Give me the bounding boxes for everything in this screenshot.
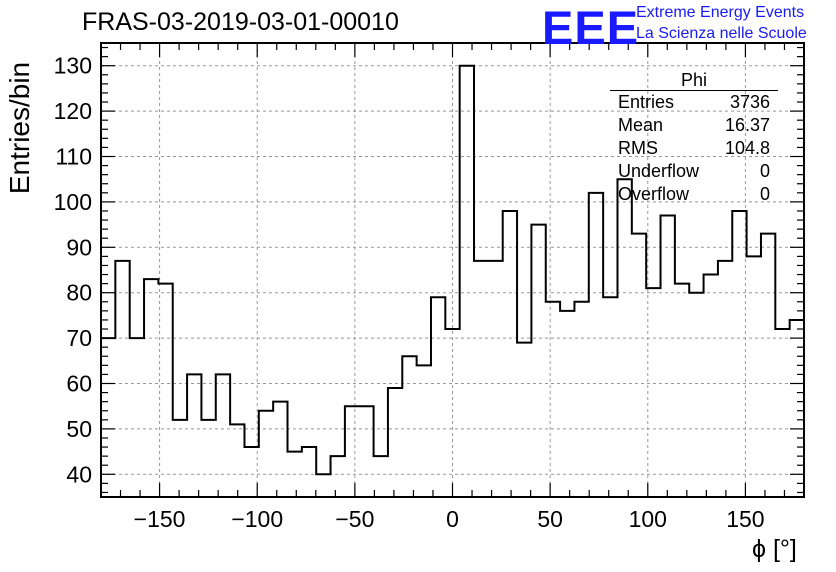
y-tick-label: 120 bbox=[54, 98, 92, 124]
chart-title: FRAS-03-2019-03-01-00010 bbox=[82, 8, 399, 36]
stats-value: 16.37 bbox=[724, 115, 770, 135]
y-tick-label: 40 bbox=[66, 461, 92, 487]
y-tick-label: 130 bbox=[54, 53, 92, 79]
stats-label: Mean bbox=[618, 115, 664, 135]
y-tick-labels: 40 50 60 70 80 90 100 110 120 130 bbox=[54, 53, 92, 488]
histogram-line bbox=[101, 64, 804, 476]
stats-title: Phi bbox=[610, 70, 778, 91]
x-tick-label: −50 bbox=[335, 506, 374, 532]
stats-value: 0 bbox=[759, 161, 770, 181]
x-axis-label: ϕ [°] bbox=[752, 535, 797, 563]
logo-line-2: La Scienza nelle Scuole bbox=[636, 25, 807, 42]
x-tick-label: 0 bbox=[446, 506, 459, 532]
stats-row-mean: Mean 16.37 bbox=[610, 114, 778, 137]
y-tick-label: 60 bbox=[66, 371, 92, 397]
y-tick-label: 50 bbox=[66, 416, 92, 442]
logo-line-1: Extreme Energy Events bbox=[636, 4, 805, 21]
stats-row-underflow: Underflow 0 bbox=[610, 160, 778, 183]
stats-label: Underflow bbox=[618, 161, 700, 181]
stats-value: 0 bbox=[759, 184, 770, 204]
stats-value: 3736 bbox=[729, 92, 770, 112]
axis-ticks bbox=[101, 43, 804, 497]
grid-lines bbox=[101, 43, 804, 497]
y-axis-label: Entries/bin bbox=[4, 61, 35, 195]
stats-row-overflow: Overflow 0 bbox=[610, 183, 778, 206]
x-tick-labels: −150 −100 −50 0 50 100 150 bbox=[134, 506, 765, 532]
stats-row-entries: Entries 3736 bbox=[610, 91, 778, 114]
y-tick-label: 90 bbox=[66, 234, 92, 260]
y-tick-label: 80 bbox=[66, 280, 92, 306]
y-tick-label: 70 bbox=[66, 325, 92, 351]
eee-logo: EEE bbox=[542, 1, 640, 54]
y-tick-label: 110 bbox=[55, 144, 92, 170]
x-tick-label: −100 bbox=[231, 506, 283, 532]
stats-value: 104.8 bbox=[724, 138, 770, 158]
x-tick-label: 50 bbox=[537, 506, 563, 532]
stats-label: Entries bbox=[618, 92, 675, 112]
stats-box: Phi Entries 3736 Mean 16.37 RMS 104.8 Un… bbox=[610, 70, 778, 206]
stats-row-rms: RMS 104.8 bbox=[610, 137, 778, 160]
x-tick-label: −150 bbox=[134, 506, 186, 532]
y-tick-label: 100 bbox=[54, 189, 92, 215]
stats-label: RMS bbox=[618, 138, 658, 158]
x-tick-label: 100 bbox=[629, 506, 667, 532]
stats-label: Overflow bbox=[618, 184, 690, 204]
x-tick-label: 150 bbox=[726, 506, 764, 532]
